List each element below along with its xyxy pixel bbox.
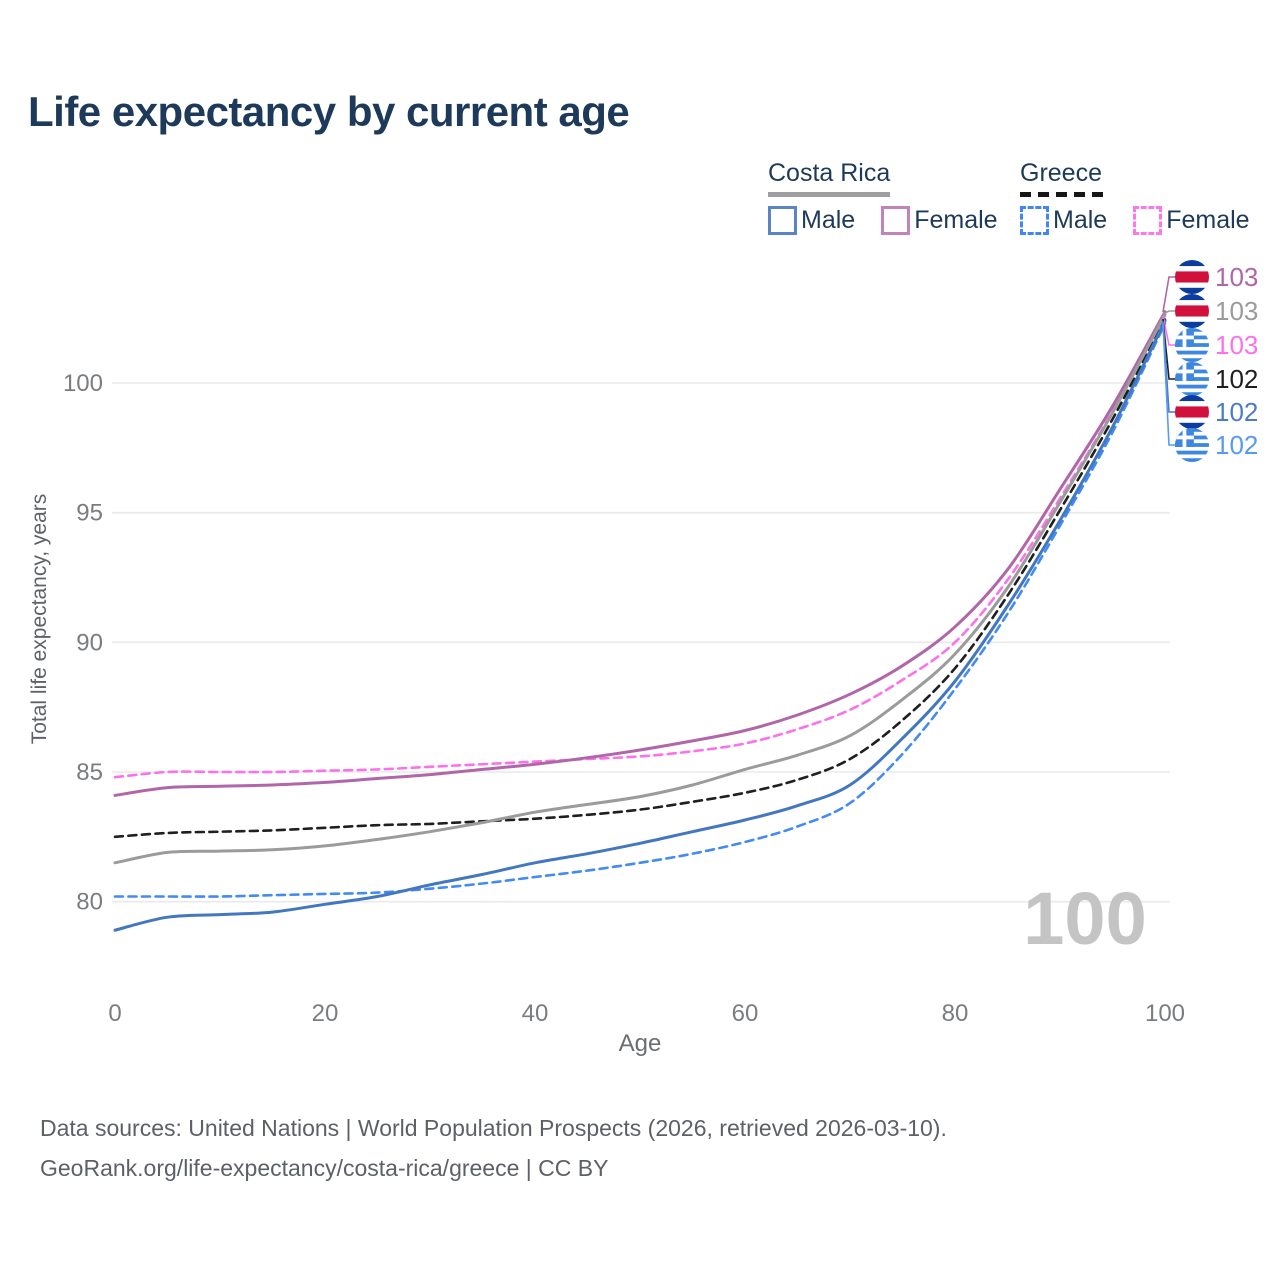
male-dashed-swatch-icon	[1020, 205, 1049, 235]
svg-text:100: 100	[63, 370, 103, 397]
svg-text:95: 95	[76, 500, 103, 527]
legend-underline-solid	[768, 191, 890, 197]
legend-label: Female	[914, 205, 998, 234]
line-costa-rica-female	[113, 310, 1167, 797]
data-series-lines	[113, 310, 1167, 932]
svg-text:Total life expectancy, years: Total life expectancy, years	[28, 494, 51, 745]
legend-label: Male	[801, 205, 856, 234]
line-costa-rica-male	[113, 319, 1167, 932]
svg-text:60: 60	[732, 1000, 759, 1027]
line-greece-male	[113, 322, 1167, 898]
legend-label: Male	[1053, 205, 1108, 234]
costa-rica-flag-icon	[1172, 294, 1212, 328]
male-solid-swatch-icon	[768, 205, 797, 235]
svg-text:20: 20	[312, 1000, 339, 1027]
age-counter-watermark: 100	[1023, 877, 1146, 960]
gridlines	[112, 382, 1170, 903]
greece-flag-icon	[1172, 328, 1212, 362]
svg-text:80: 80	[76, 889, 103, 916]
attribution-link[interactable]: GeoRank.org/life-expectancy/costa-rica/g…	[40, 1155, 609, 1181]
greece-flag-icon	[1172, 362, 1212, 396]
svg-text:85: 85	[76, 759, 103, 786]
legend-label: Female	[1166, 205, 1250, 234]
greece-flag-icon	[1172, 428, 1212, 462]
end-value-label: 103	[1215, 262, 1258, 292]
svg-text:0: 0	[108, 1000, 121, 1027]
line-costa-rica	[113, 312, 1167, 865]
legend-item-costa-rica-female[interactable]: Female	[881, 205, 998, 235]
female-solid-swatch-icon	[881, 205, 911, 235]
data-source-note: Data sources: United Nations | World Pop…	[40, 1115, 947, 1141]
svg-text:40: 40	[522, 1000, 549, 1027]
svg-text:80: 80	[942, 1000, 969, 1027]
end-value-label: 102	[1215, 397, 1258, 427]
legend-underline-dashed	[1020, 191, 1106, 197]
end-value-label: 103	[1215, 330, 1258, 360]
axis-labels: 80 85 90 95 100 0 20 40 60 80 100 Age Total life exp…	[28, 370, 1185, 1057]
costa-rica-flag-icon	[1172, 395, 1212, 429]
costa-rica-flag-icon	[1172, 260, 1212, 294]
svg-text:90: 90	[76, 629, 103, 656]
legend-heading-costa-rica[interactable]: Costa Rica	[768, 159, 891, 187]
svg-text:100: 100	[1145, 1000, 1185, 1027]
end-value-label: 102	[1215, 364, 1258, 394]
legend-group-costa-rica: Costa Rica Male Female	[768, 159, 998, 235]
end-value-label: 103	[1215, 296, 1258, 326]
legend-item-greece-male[interactable]: Male	[1020, 205, 1108, 235]
legend-item-costa-rica-male[interactable]: Male	[768, 205, 856, 235]
legend-heading-greece[interactable]: Greece	[1020, 159, 1102, 187]
legend-item-greece-female[interactable]: Female	[1133, 205, 1250, 235]
legend-group-greece: Greece Male Female	[1020, 159, 1250, 235]
page-title: Life expectancy by current age	[28, 88, 630, 135]
end-value-label: 102	[1215, 430, 1258, 460]
line-greece	[113, 318, 1167, 839]
line-greece-female	[113, 314, 1167, 779]
svg-text:Age: Age	[619, 1030, 662, 1057]
female-dashed-swatch-icon	[1133, 205, 1163, 235]
